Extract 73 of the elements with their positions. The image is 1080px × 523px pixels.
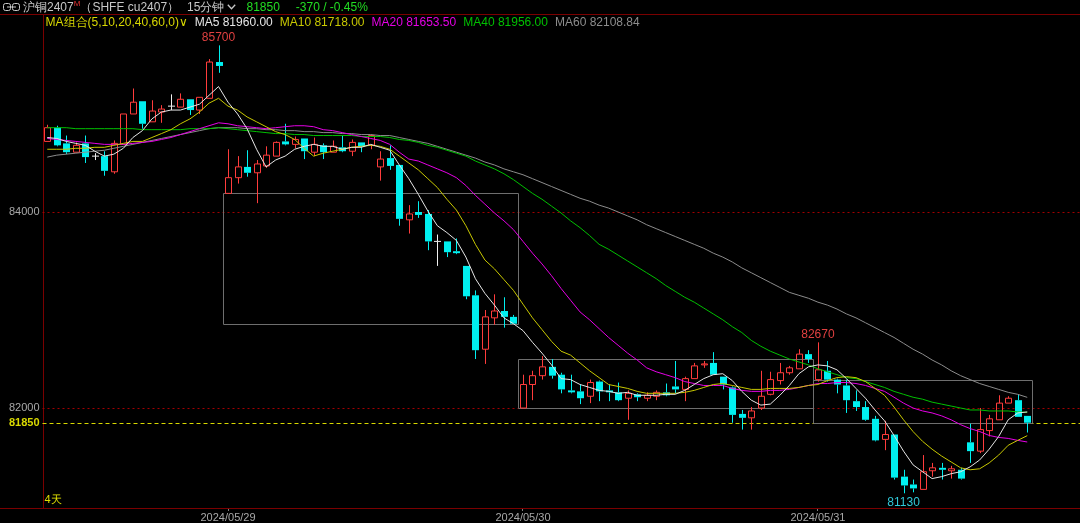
candlestick [748, 406, 755, 431]
text: MA10 81718.00 [279, 15, 365, 29]
y-tick-label: 82000 [8, 401, 40, 414]
candlestick [758, 370, 765, 411]
annotation: 81130 [887, 494, 921, 509]
candlestick [920, 454, 927, 490]
candlestick [729, 387, 736, 424]
candlestick [434, 234, 441, 267]
candlestick [282, 123, 289, 145]
candlestick [577, 384, 584, 405]
candlestick [901, 469, 908, 494]
candlestick [444, 241, 451, 258]
candlestick [491, 293, 498, 326]
candlestick [415, 200, 422, 219]
candlestick [843, 379, 850, 414]
candlestick [149, 99, 156, 123]
x-tick-label: 2024/05/30 [495, 510, 551, 523]
candlestick [177, 92, 184, 108]
candlestick [872, 415, 879, 441]
candlestick [520, 374, 527, 409]
chart-title: 沪铜2407$^{M}$（SHFE cu2407） [23, 0, 180, 16]
text: -370 / -0.45% [295, 0, 368, 14]
legend-title: MA组合(5,10,20,40,60,0)∨ [45, 13, 188, 31]
candlestick [235, 155, 242, 185]
candlestick [463, 265, 470, 300]
annotation: 4天 [44, 492, 62, 505]
candlestick [805, 349, 812, 364]
candlestick [273, 141, 280, 157]
x-tick-label: 2024/05/31 [790, 510, 846, 523]
candlestick [853, 389, 860, 412]
candlestick [139, 101, 146, 130]
candlestick [977, 407, 984, 454]
candlestick [244, 149, 251, 178]
candlestick [539, 355, 546, 381]
candlestick [377, 150, 384, 182]
x-tick-label: 2024/05/29 [200, 510, 256, 523]
candlestick [216, 44, 223, 74]
candlestick [939, 462, 946, 481]
text: 81850 [246, 0, 280, 14]
candlestick [777, 362, 784, 385]
candlestick [120, 113, 127, 145]
text: MA5 81960.00 [194, 15, 273, 29]
text: MA20 81653.50 [371, 15, 457, 29]
chart-subtitle: 15分钟 [187, 0, 225, 16]
candlestick [529, 370, 536, 401]
candlestick [130, 87, 137, 115]
candlestick [862, 400, 869, 420]
candlestick [882, 420, 889, 451]
candlestick [625, 389, 632, 421]
ref-line-label: 81850 [8, 416, 40, 429]
candlestick [1024, 415, 1031, 434]
candlestick [254, 159, 261, 204]
candlestick [815, 341, 822, 383]
candlestick [482, 309, 489, 365]
candlestick [330, 139, 337, 153]
candlestick [891, 434, 898, 481]
candlestick [710, 351, 717, 375]
annotation: 85700 [201, 29, 236, 44]
y-tick-label: 84000 [8, 205, 40, 218]
candlestick [672, 360, 679, 394]
candlestick [967, 423, 974, 464]
candlestick [101, 150, 108, 177]
text: MA60 82108.84 [554, 15, 640, 29]
candlestick [396, 164, 403, 227]
candlestick [225, 148, 232, 194]
candlestick [929, 462, 936, 478]
candlestick [1005, 395, 1012, 404]
candlestick [472, 289, 479, 360]
candlestick [111, 139, 118, 175]
candlestick [739, 409, 746, 431]
text: MA40 81956.00 [463, 15, 548, 29]
annotation: 82670 [801, 326, 835, 341]
candlestick [406, 204, 413, 235]
